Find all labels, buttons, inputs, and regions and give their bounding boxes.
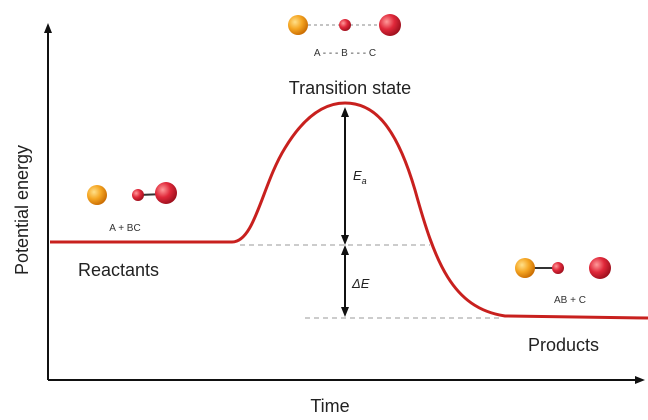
atom-a	[288, 15, 308, 35]
ea-subscript: a	[362, 176, 367, 186]
atom-b	[132, 189, 144, 201]
atom-c	[155, 182, 177, 204]
atom-b	[552, 262, 564, 274]
atom-b	[339, 19, 351, 31]
ts-molecule: A - - - B - - - C	[314, 48, 376, 59]
energy-curve	[50, 101, 648, 320]
y-label: Potential energy	[12, 145, 32, 275]
reactants-label: Reactants	[78, 260, 159, 280]
atom-a	[515, 258, 535, 278]
x-label: Time	[310, 396, 349, 416]
products-label: Products	[528, 335, 599, 355]
atom-a	[87, 185, 107, 205]
atom-c	[379, 14, 401, 36]
de-label: ΔE	[351, 276, 370, 291]
reactant-molecule: A + BC	[109, 223, 140, 234]
product-molecule: AB + C	[554, 295, 586, 306]
ea-label: Ea	[353, 168, 367, 186]
atom-c	[589, 257, 611, 279]
ts-label: Transition state	[289, 78, 411, 98]
ea-symbol: E	[353, 168, 362, 183]
